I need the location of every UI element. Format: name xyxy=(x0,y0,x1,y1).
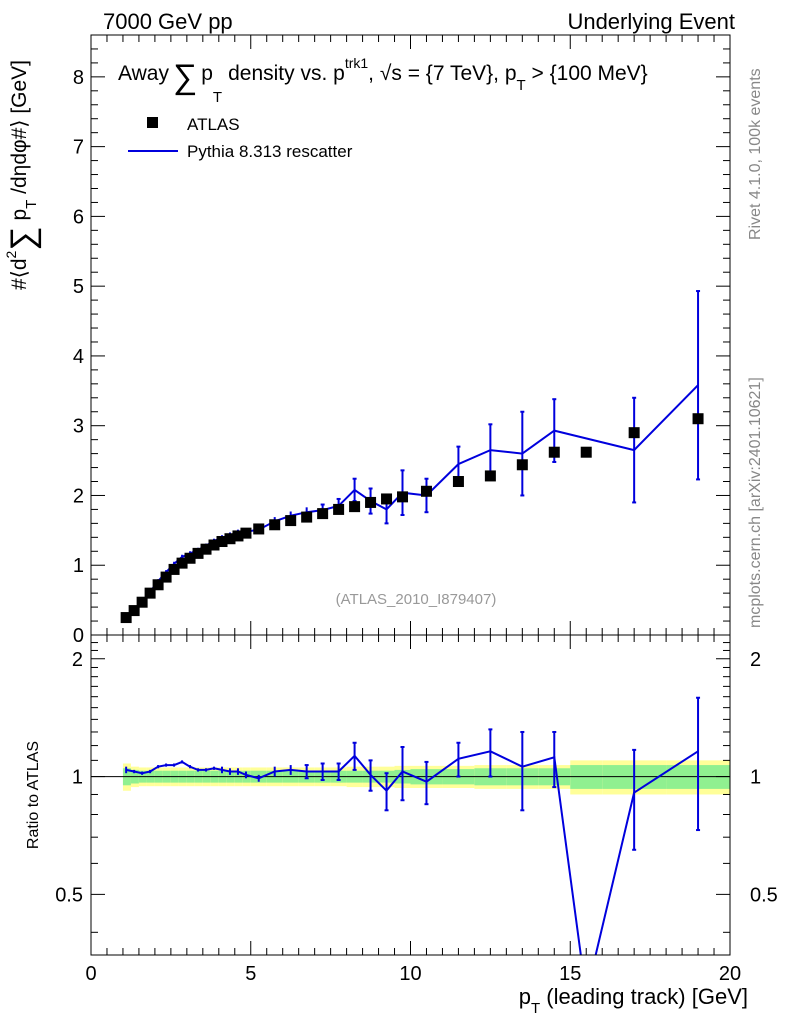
main-data-layer xyxy=(120,290,704,624)
y-tick-label-6: 6 xyxy=(73,206,84,228)
atlas-point xyxy=(548,446,560,458)
atlas-point xyxy=(516,459,528,471)
atlas-point xyxy=(192,547,204,559)
y-tick-label-3: 3 xyxy=(73,416,84,438)
ratio-axis-ticks xyxy=(90,635,731,955)
title-sup-trk1: trk1 xyxy=(345,55,369,71)
legend-atlas-marker xyxy=(147,117,158,128)
atlas-point xyxy=(452,476,464,488)
atlas-point xyxy=(580,446,592,458)
atlas-point xyxy=(420,485,432,497)
y-tick-label-1: 1 xyxy=(73,555,84,577)
y-tick-label-0: 0 xyxy=(73,625,84,647)
title-p: p xyxy=(201,62,213,85)
title-comma-sqrt: , √ xyxy=(368,62,392,85)
x-tick-label-20: 20 xyxy=(719,963,741,985)
x-tick-label-0: 0 xyxy=(85,963,96,985)
xlabel-sub-t: T xyxy=(531,1000,540,1017)
atlas-point xyxy=(484,470,496,482)
atlas-point xyxy=(253,523,265,535)
atlas-point xyxy=(184,552,196,564)
rivet-version-label: Rivet 4.1.0, 100k events xyxy=(747,68,764,240)
main-panel: 0 1 2 3 4 5 6 7 8 Away ∑ pTdensity vs. ptr… xyxy=(73,34,731,647)
atlas-point xyxy=(365,496,377,508)
ylabel-p: p xyxy=(8,209,31,227)
legend-pythia-label: Pythia 8.313 rescatter xyxy=(187,142,353,161)
atlas-point xyxy=(136,596,148,608)
atlas-point xyxy=(176,557,188,569)
legend-atlas-label: ATLAS xyxy=(187,115,240,134)
atlas-point xyxy=(232,530,244,542)
atlas-point xyxy=(692,413,704,425)
atlas-point xyxy=(381,493,393,505)
atlas-point xyxy=(160,571,172,583)
main-axis-ticks xyxy=(90,34,731,636)
main-y-axis-label: #⟨d2∑ pT /dηdφ#⟩ [GeV] xyxy=(3,60,42,290)
x-tick-label-5: 5 xyxy=(245,963,256,985)
x-tick-label-15: 15 xyxy=(559,963,581,985)
title-density-vs: density vs. p xyxy=(228,62,345,85)
atlas-point xyxy=(144,587,156,599)
y-tick-label-5: 5 xyxy=(73,276,84,298)
atlas-point xyxy=(301,511,313,523)
main-y-tick-labels: 0 1 2 3 4 5 6 7 8 xyxy=(73,67,84,647)
ratio-right-tick-label-2: 2 xyxy=(750,649,761,671)
chart-title: Away ∑ pTdensity vs. ptrk1, √s = {7 TeV}, … xyxy=(118,55,648,106)
ratio-y-tick-label-1: 1 xyxy=(72,767,83,789)
ylabel-sum-symbol: ∑ xyxy=(4,226,42,250)
atlas-point xyxy=(349,501,361,513)
title-sum-symbol: ∑ xyxy=(173,58,197,96)
atlas-point xyxy=(216,536,228,548)
ylabel-tail: /dηdφ#⟩ [GeV] xyxy=(8,60,31,200)
x-axis-label: pT (leading track) [GeV] xyxy=(519,984,748,1017)
ratio-panel: 0.5 1 2 0.5 1 2 0 5 10 15 20 xyxy=(55,634,778,985)
ratio-y-tick-label-2: 2 xyxy=(72,649,83,671)
atlas-point xyxy=(152,579,164,591)
atlas-point xyxy=(269,519,281,531)
ratio-data-layer xyxy=(125,696,701,955)
title-s-energy: s = {7 TeV}, p xyxy=(391,62,516,85)
atlas-point xyxy=(628,427,640,439)
title-cut: > {100 MeV} xyxy=(526,62,648,85)
ratio-y-tick-label-0.5: 0.5 xyxy=(55,884,83,906)
ratio-y-axis-label: Ratio to ATLAS xyxy=(25,741,42,849)
ratio-right-tick-label-0.5: 0.5 xyxy=(750,884,778,906)
x-tick-label-10: 10 xyxy=(399,963,421,985)
ratio-right-tick-label-1: 1 xyxy=(750,767,761,789)
atlas-point xyxy=(285,515,297,527)
y-tick-label-8: 8 xyxy=(73,67,84,89)
header-right-label: Underlying Event xyxy=(567,9,735,34)
xlabel-p: p xyxy=(519,984,531,1009)
pythia-line xyxy=(125,384,699,618)
ylabel-sup2: 2 xyxy=(3,250,19,258)
y-tick-label-7: 7 xyxy=(73,137,84,159)
atlas-point xyxy=(224,533,236,545)
header-left-label: 7000 GeV pp xyxy=(103,9,233,34)
ylabel-sub-t: T xyxy=(23,200,40,209)
ratio-pythia-line xyxy=(125,750,699,955)
atlas-point xyxy=(208,539,220,551)
atlas-point xyxy=(168,563,180,575)
ylabel-head: #⟨d xyxy=(8,258,31,290)
atlas-point xyxy=(317,508,329,520)
atlas-point xyxy=(397,491,409,503)
atlas-point xyxy=(333,503,345,515)
analysis-watermark: (ATLAS_2010_I879407) xyxy=(336,591,497,608)
title-sub-t: T xyxy=(213,89,222,106)
y-tick-label-4: 4 xyxy=(73,346,84,368)
atlas-point xyxy=(128,605,140,617)
title-away: Away xyxy=(118,62,169,85)
mcplots-credit-label: mcplots.cern.ch [arXiv:2401.10621] xyxy=(747,377,764,628)
xlabel-rest: (leading track) [GeV] xyxy=(540,984,748,1009)
title-sub-t-2: T xyxy=(517,77,526,94)
atlas-point xyxy=(200,543,212,555)
atlas-point xyxy=(240,527,252,539)
atlas-point xyxy=(120,612,132,624)
y-tick-label-2: 2 xyxy=(73,485,84,507)
